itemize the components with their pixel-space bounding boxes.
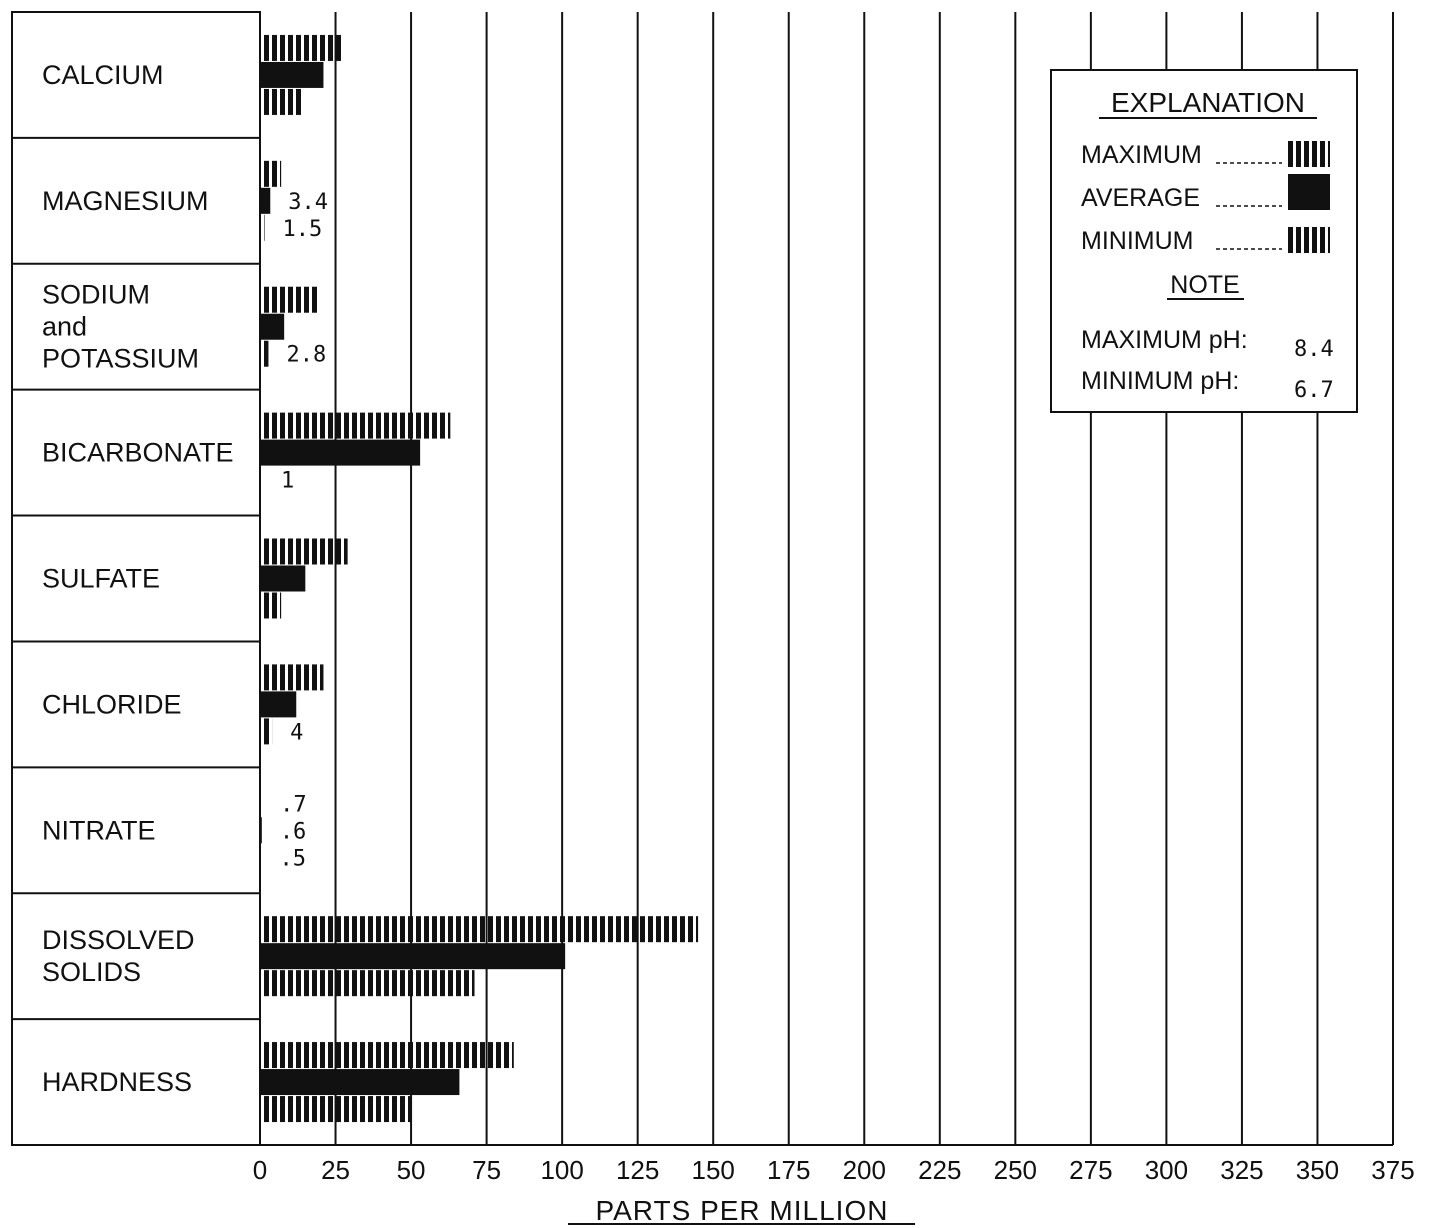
legend: EXPLANATION MAXIMUM AVERAGE MINIMUM NOTE M… [1050,69,1358,413]
bar-maximum [260,160,282,187]
legend-label: AVERAGE [1081,184,1200,212]
bar-average [260,565,306,592]
bar-maximum [260,664,324,691]
x-tick-label: 200 [843,1155,886,1185]
bar-average [260,61,324,88]
category-label: DISSOLVED [42,925,195,955]
bar-minimum [260,970,475,997]
bar-maximum [260,538,348,565]
bar-average [260,691,297,718]
x-tick-label: 125 [616,1155,659,1185]
value-label: 1 [281,469,294,494]
x-axis-title: PARTS PER MILLION [596,1195,889,1226]
bar-minimum [260,88,303,115]
category-label: MAGNESIUM [42,186,209,216]
x-tick-label: 275 [1069,1155,1112,1185]
bar-minimum [260,1096,412,1123]
note-label: MAXIMUM pH: [1081,326,1248,354]
legend-swatch [1288,227,1330,253]
value-labels: 3.41.5 2.8 1 4 .7.6.5 [280,190,329,871]
x-tick-label: 150 [692,1155,735,1185]
bar-minimum [260,340,269,367]
legend-swatch [1288,141,1330,167]
category-label: SODIUM [42,280,150,310]
legend-notes: MAXIMUM pH: 8.4 MINIMUM pH: 6.7 [1081,326,1334,403]
x-tick-label: 300 [1145,1155,1188,1185]
x-tick-label: 25 [321,1155,350,1185]
bar-average [260,313,285,340]
bar-average [260,817,262,844]
x-tick-label: 225 [918,1155,961,1185]
bar-minimum [260,844,262,871]
bar-maximum [260,1042,514,1069]
category-label: SOLIDS [42,957,141,987]
bar-maximum [260,916,699,943]
category-label: CHLORIDE [42,689,182,719]
bars [260,34,699,1123]
legend-note-title: NOTE [1170,271,1239,299]
bar-minimum [260,592,282,619]
value-label: .6 [280,819,307,844]
bar-maximum [260,34,342,61]
category-label: HARDNESS [42,1067,192,1097]
legend-swatch [1288,174,1330,210]
bar-maximum [260,412,451,439]
bar-average [260,187,271,214]
value-label: .7 [280,792,307,817]
value-label: 2.8 [286,343,326,368]
x-tick-label: 350 [1296,1155,1339,1185]
bar-minimum [260,214,265,241]
category-label: POTASSIUM [42,344,199,374]
bar-maximum [260,790,263,817]
bar-average [260,943,566,970]
note-value: 6.7 [1294,378,1334,403]
bar-minimum [260,466,264,493]
note-value: 8.4 [1294,337,1334,362]
value-label: 3.4 [288,190,328,215]
category-label: NITRATE [42,815,156,845]
category-label: and [42,312,87,342]
bar-maximum [260,286,318,313]
category-label: BICARBONATE [42,438,234,468]
legend-title: EXPLANATION [1111,87,1305,118]
x-axis-ticks: 0 25 50 75 100 125 150 175 200 225 250 275 300 325 350… [253,1155,1415,1185]
value-label: 1.5 [283,217,323,242]
x-tick-label: 325 [1220,1155,1263,1185]
legend-label: MINIMUM [1081,227,1193,255]
x-tick-label: 0 [253,1155,267,1185]
value-label: 4 [290,720,303,745]
value-label: .5 [280,846,307,871]
legend-items: MAXIMUM AVERAGE MINIMUM [1081,141,1330,255]
bar-average [260,1069,460,1096]
x-tick-label: 75 [472,1155,501,1185]
legend-label: MAXIMUM [1081,141,1202,169]
category-label: CALCIUM [42,60,164,90]
x-tick-label: 100 [540,1155,583,1185]
x-tick-label: 375 [1371,1155,1414,1185]
x-tick-label: 175 [767,1155,810,1185]
note-label: MINIMUM pH: [1081,367,1239,395]
bar-minimum [260,718,273,745]
category-label: SULFATE [42,564,160,594]
x-tick-label: 50 [397,1155,426,1185]
x-tick-label: 250 [994,1155,1037,1185]
bar-average [260,439,421,466]
